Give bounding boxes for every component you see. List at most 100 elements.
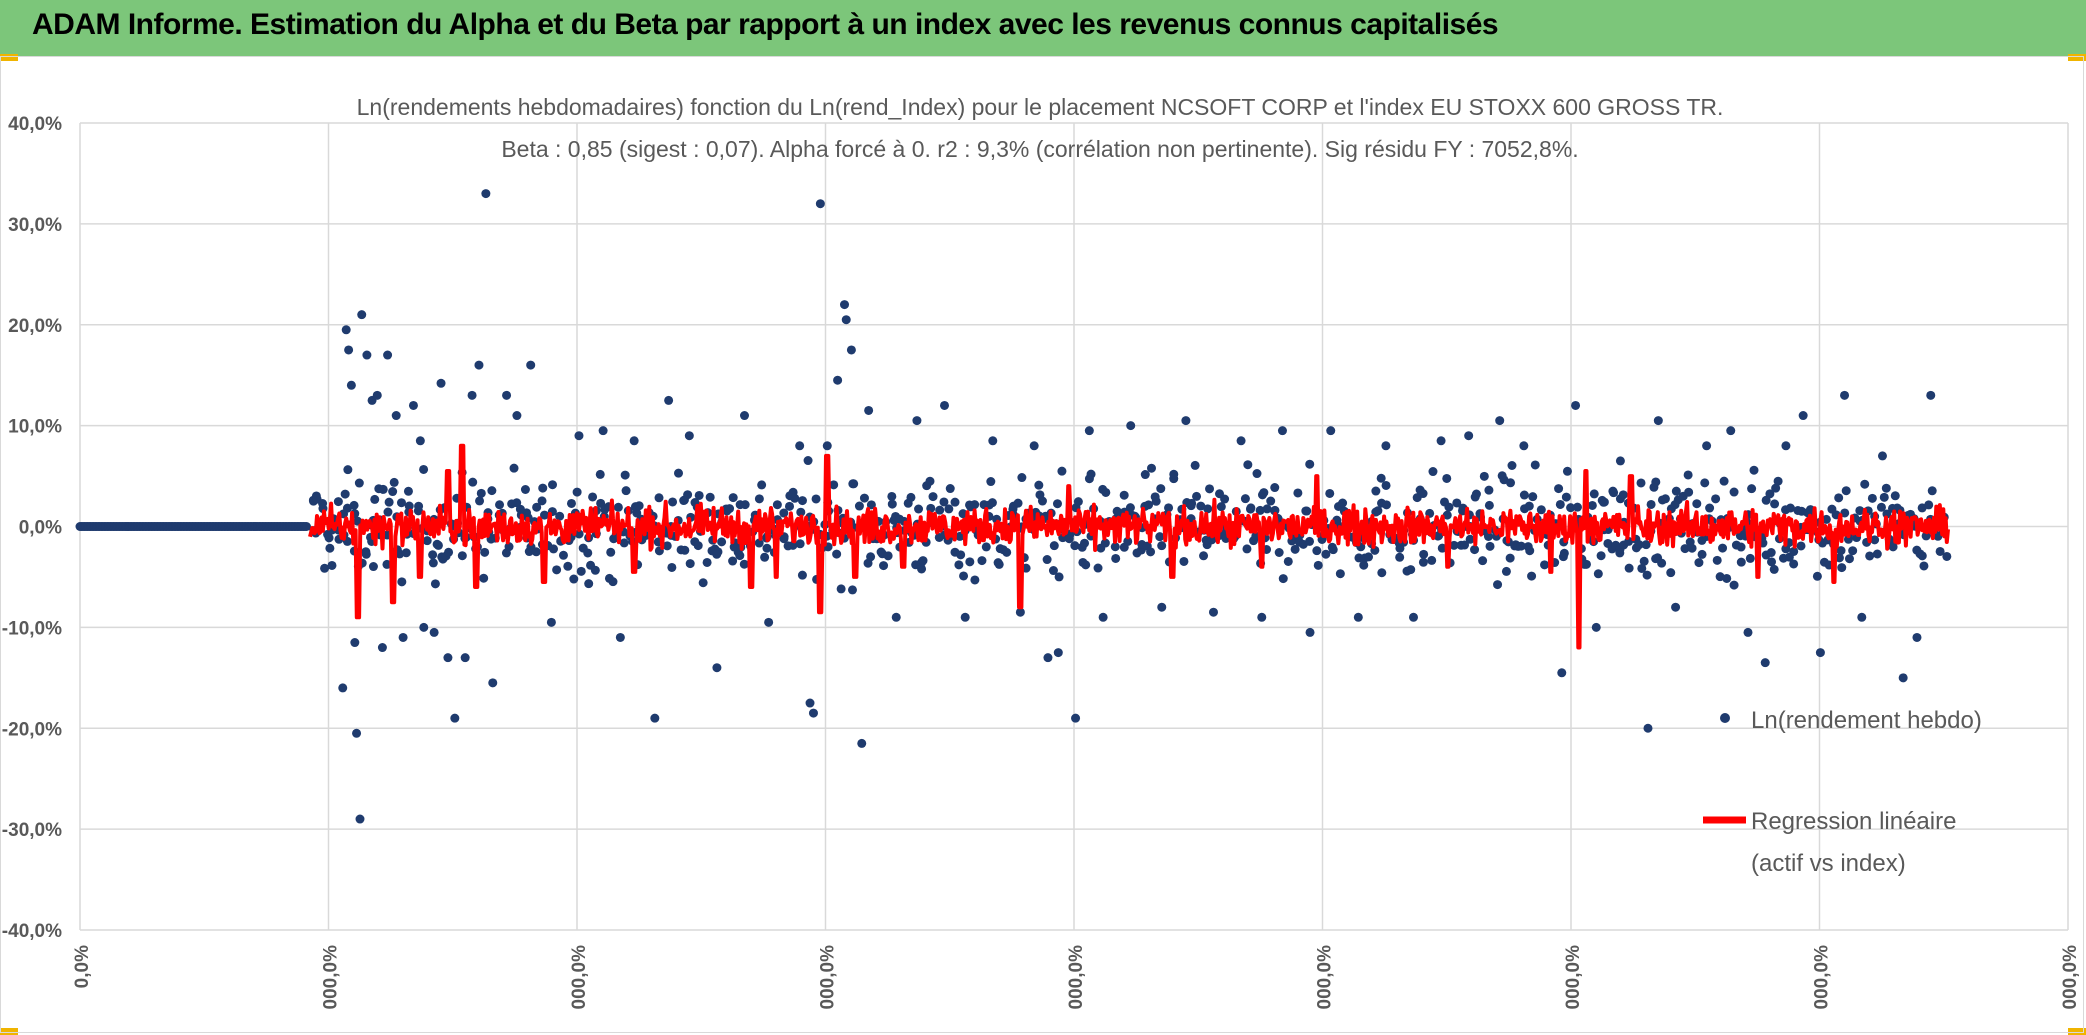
scatter-point [1493, 580, 1503, 590]
scatter-point [1470, 545, 1480, 555]
scatter-point [1427, 555, 1437, 565]
scatter-point [848, 479, 858, 489]
scatter-point [1484, 485, 1494, 495]
scatter-point [1890, 491, 1900, 501]
scatter-point [1694, 558, 1704, 568]
scatter-point [1081, 560, 1091, 570]
scatter-point [772, 500, 782, 510]
scatter-point [468, 477, 478, 487]
scatter-point [987, 498, 997, 508]
scatter-point [803, 456, 813, 466]
scatter-point [1683, 470, 1693, 480]
scatter-point [797, 570, 807, 580]
scatter-point [1073, 497, 1083, 507]
scatter-point [1199, 551, 1209, 561]
scatter-point [395, 549, 405, 559]
scatter-point [1485, 541, 1495, 551]
scatter-point [1071, 713, 1081, 723]
scatter-point [1444, 502, 1454, 512]
scatter-point [1593, 569, 1603, 579]
scatter-point [1718, 543, 1728, 553]
scatter-point [1736, 557, 1746, 567]
scatter-point [977, 556, 987, 566]
legend-scatter-label: Ln(rendement hebdo) [1751, 707, 1982, 734]
scatter-point [1524, 501, 1534, 511]
scatter-point [1207, 535, 1217, 545]
scatter-point [1855, 506, 1865, 516]
scatter-point [1418, 557, 1428, 567]
scatter-point [854, 501, 864, 511]
scatter-point [940, 400, 950, 410]
scatter-point [1700, 478, 1710, 488]
scatter-point [1527, 571, 1537, 581]
scatter-point [1516, 541, 1526, 551]
scatter-point [1634, 540, 1644, 550]
scatter-point [344, 345, 354, 355]
scatter-point [396, 498, 406, 508]
scatter-point [1436, 436, 1446, 446]
scatter-point [1057, 466, 1067, 476]
scatter-point [667, 562, 677, 572]
scatter-point [1646, 499, 1656, 509]
scatter-point [981, 542, 991, 552]
scatter-point [1101, 487, 1111, 497]
scatter-point [1812, 571, 1822, 581]
legend-scatter-marker [1720, 713, 1730, 723]
scatter-point [1013, 498, 1023, 508]
scatter-point [1771, 483, 1781, 493]
scatter-point [340, 489, 350, 499]
legend-line-label-1: Regression linéaire [1751, 808, 1956, 835]
scatter-point [1377, 568, 1387, 578]
scatter-point [1395, 552, 1405, 562]
scatter-point [391, 411, 401, 421]
scatter-point [1080, 538, 1090, 548]
scatter-point [1877, 451, 1887, 461]
scatter-point [325, 543, 335, 553]
scatter-point [1305, 459, 1315, 469]
scatter-point [1639, 556, 1649, 566]
scatter-point [1126, 421, 1136, 431]
scatter-point [1255, 505, 1265, 515]
scatter-point [608, 577, 618, 587]
scatter-point [1530, 460, 1540, 470]
scatter-point [1834, 493, 1844, 503]
scatter-point [779, 508, 789, 518]
scatter-point [1557, 668, 1567, 678]
scatter-point [1660, 494, 1670, 504]
scatter-point [664, 395, 674, 405]
scatter-point [1216, 502, 1226, 512]
scatter-point [436, 378, 446, 388]
scatter-point [683, 490, 693, 500]
scatter-point [684, 431, 694, 441]
scatter-point [960, 612, 970, 622]
scatter-point [1497, 471, 1507, 481]
scatter-point [1328, 545, 1338, 555]
scatter-point [450, 713, 460, 723]
scatter-point [1465, 534, 1475, 544]
scatter-point [1841, 486, 1851, 496]
scatter-point [558, 550, 568, 560]
scatter-point [1240, 494, 1250, 504]
scatter-point [1442, 473, 1452, 483]
scatter-point [368, 562, 378, 572]
scatter-point [428, 550, 438, 560]
scatter-point [764, 617, 774, 627]
scatter-point [566, 498, 576, 508]
scatter-point [1111, 553, 1121, 563]
scatter-point [1157, 602, 1167, 612]
scatter-point [717, 537, 727, 547]
scatter-point [590, 565, 600, 575]
scatter-point [1382, 500, 1392, 510]
scatter-point [1017, 473, 1027, 483]
scatter-point [1736, 542, 1746, 552]
scatter-point [1867, 493, 1877, 503]
scatter-point [555, 511, 565, 521]
scatter-point [1371, 486, 1381, 496]
scatter-point [475, 496, 485, 506]
scatter-point [883, 551, 893, 561]
scatter-point [408, 400, 418, 410]
scatter-point [986, 477, 996, 487]
scatter-point [1243, 460, 1253, 470]
scatter-point [524, 547, 534, 557]
